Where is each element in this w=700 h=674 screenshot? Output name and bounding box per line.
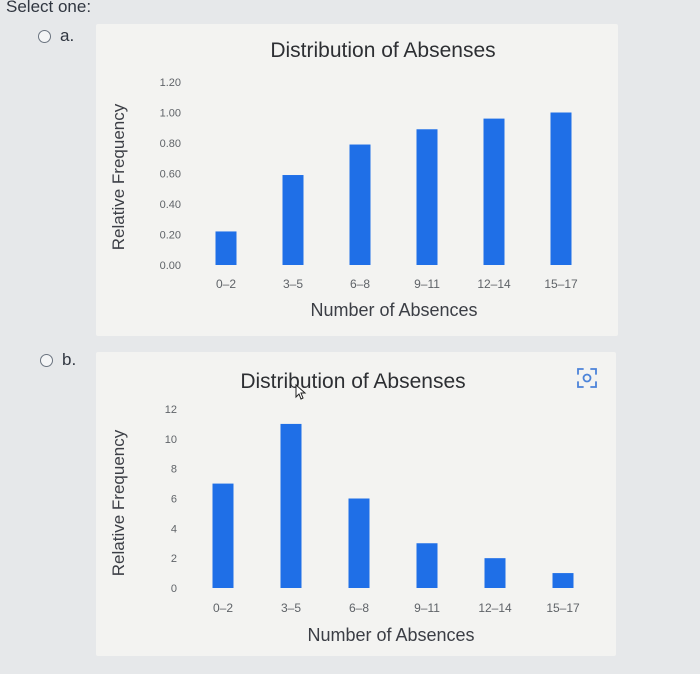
y-axis-title-group: Relative Frequency xyxy=(109,103,128,250)
x-ticks: 0–2 3–5 6–8 9–11 12–14 15–17 xyxy=(216,277,578,291)
bar xyxy=(282,175,304,265)
chart-panel-option-a: Distribution of Absenses Relative Freque… xyxy=(96,24,618,336)
y-tick-label: 0.00 xyxy=(160,260,181,272)
bar xyxy=(416,543,438,588)
chart-title: Distribution of Absenses xyxy=(240,370,465,393)
x-tick-label: 9–11 xyxy=(414,601,440,615)
y-ticks: 0 2 4 6 8 10 12 xyxy=(165,404,177,595)
y-tick-label: 2 xyxy=(171,553,177,565)
x-tick-label: 0–2 xyxy=(216,277,236,291)
x-tick-label: 6–8 xyxy=(349,601,369,615)
y-tick-label: 8 xyxy=(171,464,177,476)
bar xyxy=(280,423,302,588)
x-tick-label: 0–2 xyxy=(213,601,233,615)
x-tick-label: 3–5 xyxy=(281,601,301,615)
y-tick-label: 4 xyxy=(171,523,177,535)
bar xyxy=(348,498,370,588)
chart-title-group-b: Distribution of Absenses xyxy=(240,370,465,393)
x-tick-label: 15–17 xyxy=(546,601,580,615)
option-a[interactable]: a. xyxy=(38,26,74,46)
x-axis-title-group: Number of Absences xyxy=(310,300,477,320)
x-tick-label: 12–14 xyxy=(477,277,511,291)
chart-title-group: Distribution of Absenses xyxy=(270,39,495,62)
bar-chart-option-a: Distribution of Absenses Relative Freque… xyxy=(109,39,578,320)
x-axis-title: Number of Absences xyxy=(307,625,474,645)
y-tick-label: 0.60 xyxy=(160,169,181,181)
y-tick-label: 0 xyxy=(171,583,177,595)
x-tick-label: 12–14 xyxy=(478,601,512,615)
bar xyxy=(215,231,237,265)
option-a-radio[interactable] xyxy=(38,29,51,43)
x-axis-title-group-b: Number of Absences xyxy=(307,625,474,645)
bar xyxy=(484,558,506,588)
option-a-label: a. xyxy=(60,26,75,45)
chart-title: Distribution of Absenses xyxy=(270,39,495,62)
bar xyxy=(552,573,574,588)
y-tick-label: 0.40 xyxy=(160,199,181,211)
y-ticks: 0.00 0.20 0.40 0.60 0.80 1.00 1.20 xyxy=(160,77,181,272)
question-prompt: Select one: xyxy=(6,0,92,16)
y-axis-title-group-b: Relative Frequency xyxy=(109,429,128,576)
x-tick-label: 9–11 xyxy=(414,277,440,291)
bar xyxy=(416,129,438,265)
chart-panel-option-b: Distribution of Absenses Relative Freque… xyxy=(96,352,616,656)
mouse-pointer-icon xyxy=(295,383,307,400)
bar-chart-option-b: Distribution of Absenses Relative Freque… xyxy=(109,370,580,645)
y-tick-label: 10 xyxy=(165,434,177,446)
x-tick-label: 15–17 xyxy=(544,277,578,291)
bar xyxy=(212,483,234,588)
y-tick-label: 0.80 xyxy=(160,138,181,150)
x-tick-label: 6–8 xyxy=(350,277,370,291)
y-tick-label: 1.20 xyxy=(160,77,181,89)
option-b-label: b. xyxy=(62,350,77,369)
y-axis-title: Relative Frequency xyxy=(109,429,128,576)
expand-icon[interactable] xyxy=(576,367,598,389)
y-tick-label: 1.00 xyxy=(160,108,181,120)
y-tick-label: 6 xyxy=(171,494,177,506)
bar xyxy=(483,118,505,265)
y-tick-label: 0.20 xyxy=(160,230,181,242)
x-tick-label: 3–5 xyxy=(283,277,303,291)
x-axis-title: Number of Absences xyxy=(310,300,477,320)
bars xyxy=(215,112,572,265)
bar xyxy=(349,144,371,265)
x-ticks: 0–2 3–5 6–8 9–11 12–14 15–17 xyxy=(213,601,580,615)
bar xyxy=(550,112,572,265)
option-b[interactable]: b. xyxy=(40,350,76,370)
option-b-radio[interactable] xyxy=(40,353,53,367)
y-tick-label: 12 xyxy=(165,404,177,416)
y-axis-title: Relative Frequency xyxy=(109,103,128,250)
bars xyxy=(212,423,574,588)
